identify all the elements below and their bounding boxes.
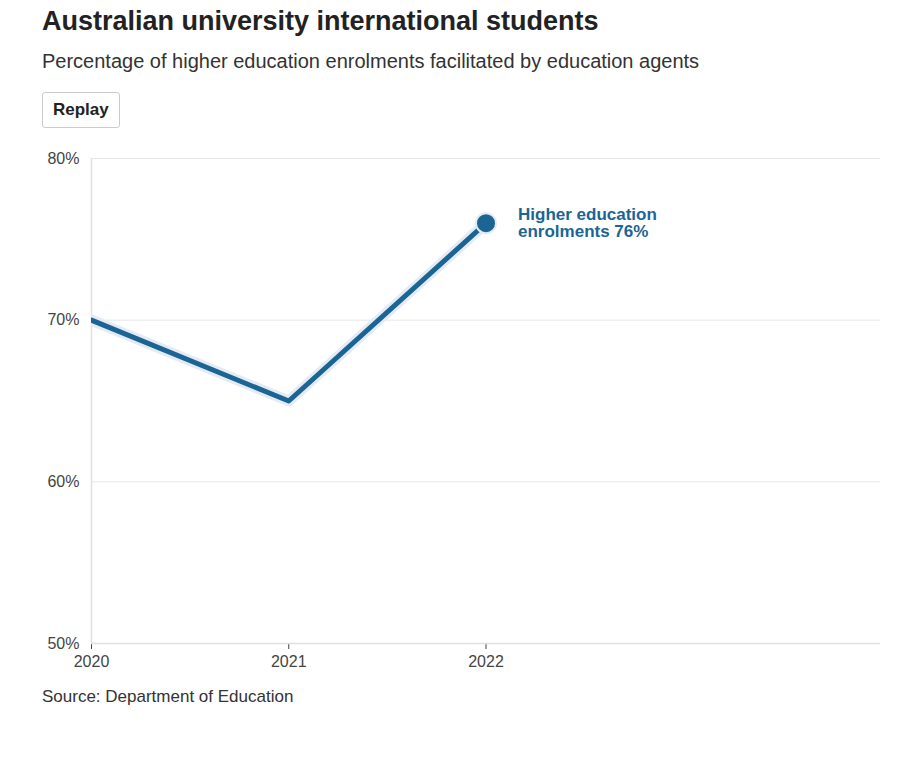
svg-text:2022: 2022 bbox=[468, 653, 504, 670]
svg-text:2021: 2021 bbox=[271, 653, 307, 670]
svg-text:70%: 70% bbox=[47, 311, 79, 328]
html-text:Source: Department of Educatio: Source: Department of Education bbox=[42, 687, 294, 706]
svg-text:50%: 50% bbox=[47, 635, 79, 652]
svg-text:80%: 80% bbox=[47, 150, 79, 167]
svg-text:2020: 2020 bbox=[74, 653, 110, 670]
html-text:Percentage of higher education: Percentage of higher education enrolment… bbox=[42, 50, 700, 72]
html-text:Replay: Replay bbox=[53, 100, 109, 119]
html-text:Australian university internat: Australian university international stud… bbox=[42, 6, 599, 36]
svg-text:60%: 60% bbox=[47, 473, 79, 490]
svg-text:Higher educationenrolments 76%: Higher educationenrolments 76% bbox=[518, 205, 657, 241]
